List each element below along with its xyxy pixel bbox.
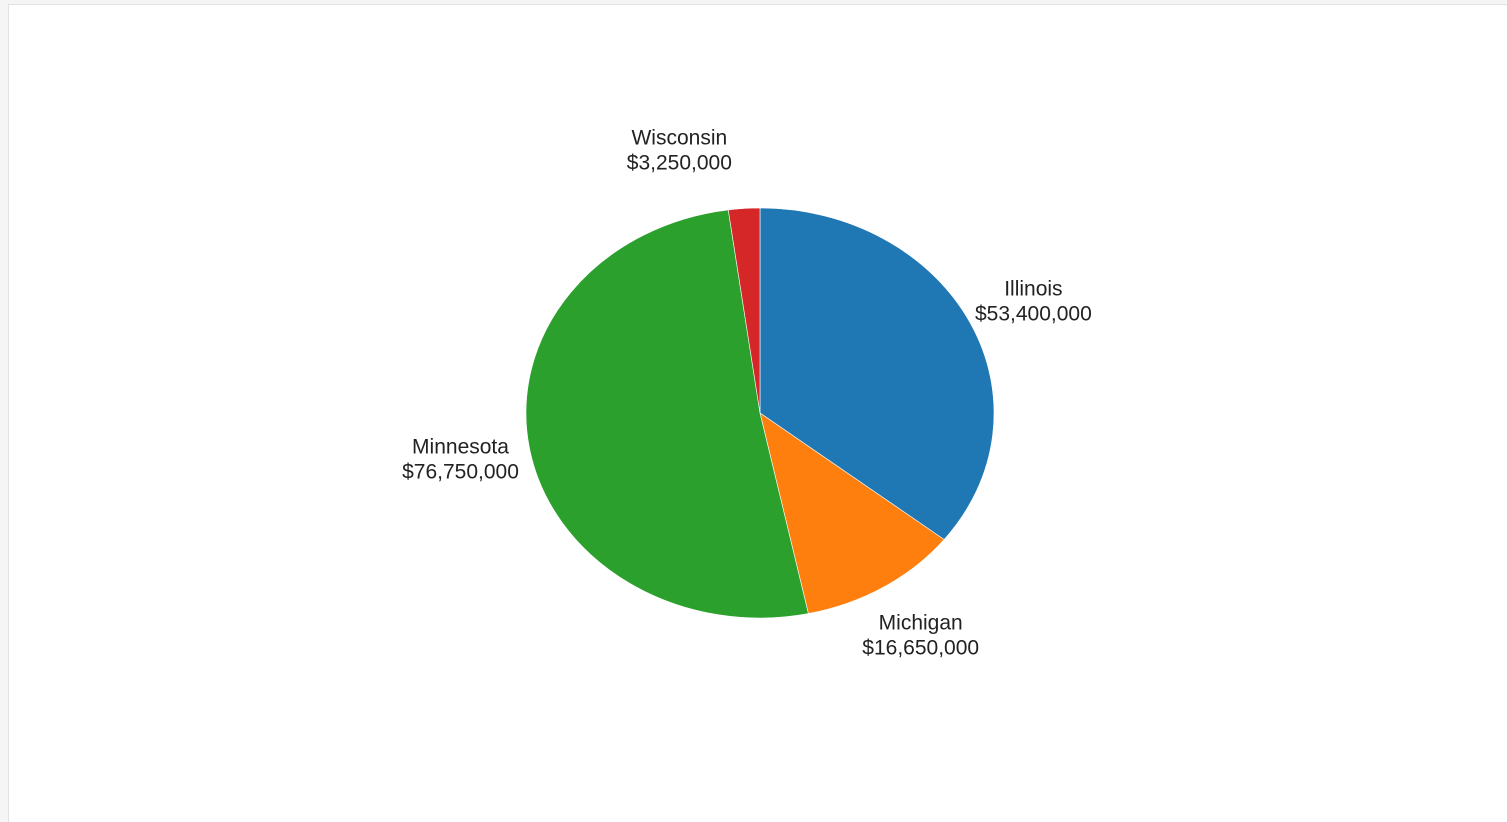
slice-name-label: Wisconsin (631, 127, 727, 150)
slice-name-label: Michigan (879, 612, 963, 635)
pie-slice-wisconsin (727, 207, 761, 414)
pie-slice-michigan (759, 412, 945, 614)
slice-value-label: $76,750,000 (402, 461, 519, 484)
slice-value-label: $3,250,000 (627, 152, 732, 175)
pie-slice-illinois (759, 207, 995, 540)
slice-value-label: $53,400,000 (975, 302, 1092, 325)
slice-value-label: $16,650,000 (862, 637, 979, 660)
slice-name-label: Minnesota (412, 436, 509, 459)
slice-labels: Illinois$53,400,000 Michigan$16,650,000 Mi… (402, 127, 1092, 660)
slice-name-label: Illinois (1004, 277, 1062, 300)
pie-slice-minnesota (525, 209, 809, 619)
pie-slices (525, 207, 995, 619)
